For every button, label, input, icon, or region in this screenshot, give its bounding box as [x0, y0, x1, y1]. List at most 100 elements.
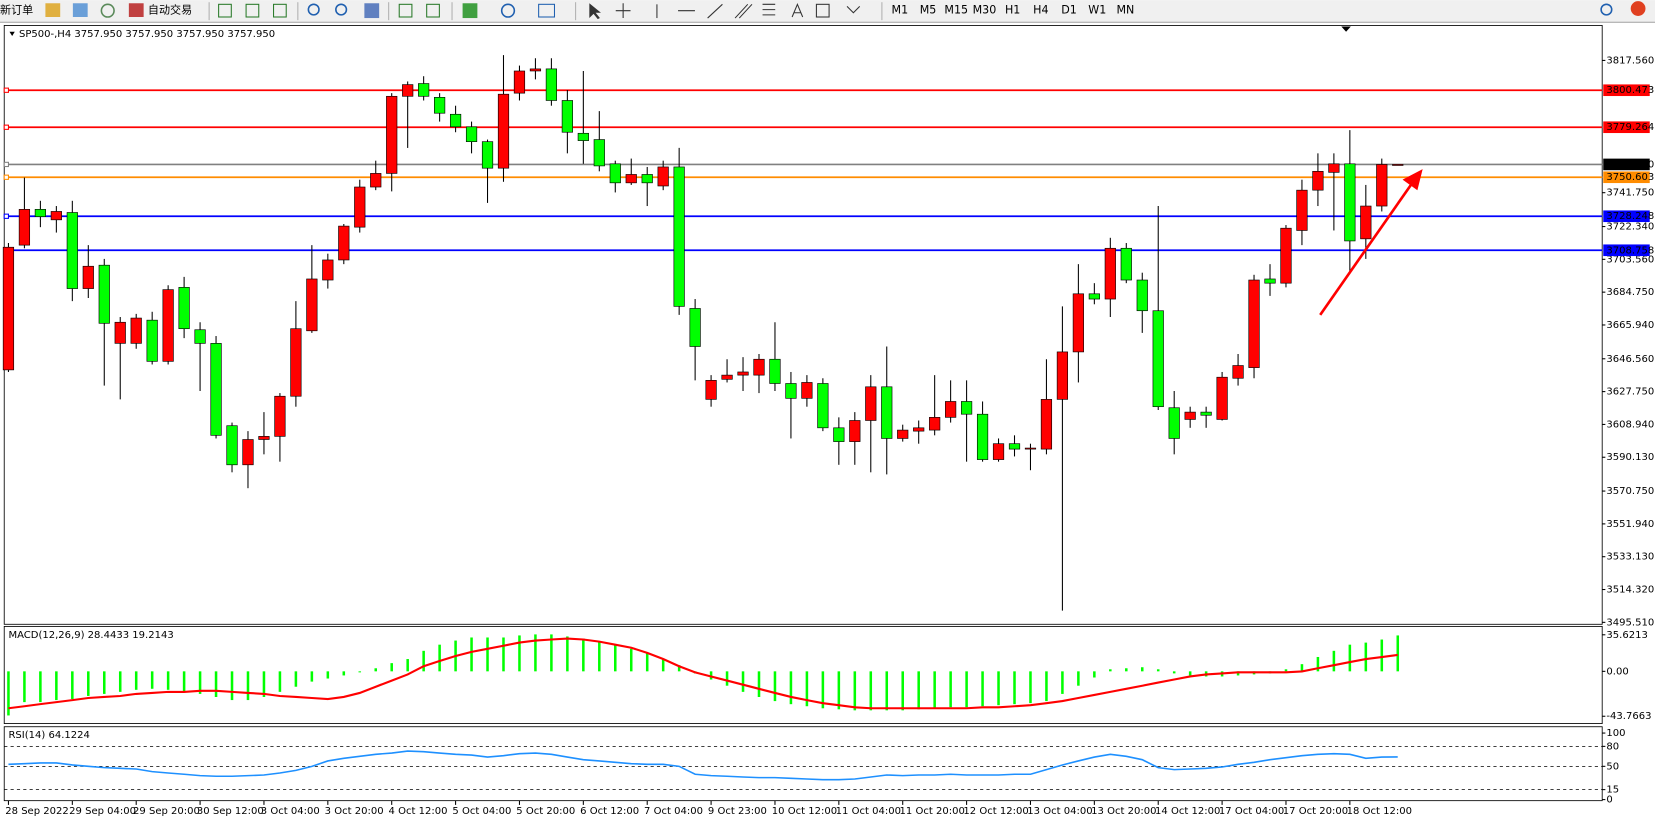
cursor-tool[interactable]	[589, 3, 601, 20]
timeframe-button[interactable]: H4	[1033, 4, 1048, 17]
x-tick-label: 3 Oct 04:00	[261, 806, 320, 817]
icon[interactable]	[100, 3, 115, 18]
candle-body	[625, 174, 637, 184]
icon[interactable]	[500, 3, 516, 18]
zoom-in[interactable]	[307, 3, 320, 16]
timeframe-button[interactable]: M15	[944, 4, 968, 17]
macd-signal-line	[8, 637, 1398, 710]
candle-body	[34, 209, 46, 218]
icon[interactable]	[462, 3, 478, 19]
candle-body	[577, 132, 589, 141]
y-tick-label: 15	[1606, 785, 1619, 796]
x-tick-label: 7 Oct 04:00	[644, 806, 703, 817]
candle-body	[673, 166, 685, 307]
candle-body	[1312, 171, 1324, 191]
timeframe-button[interactable]: D1	[1061, 4, 1077, 17]
icon[interactable]	[273, 3, 287, 18]
candle-body	[561, 100, 573, 133]
candle-body	[2, 246, 15, 371]
timeframe-button[interactable]: H1	[1005, 4, 1020, 17]
arrow-tool[interactable]	[846, 6, 861, 14]
icon[interactable]	[45, 3, 61, 17]
icon[interactable]	[398, 3, 413, 18]
level-handle	[3, 213, 9, 219]
toolbar: 新订单 自动交易 M1 M5 M15 M30 H1 H4 D1 W1 MN	[0, 0, 1655, 23]
icon[interactable]	[245, 3, 260, 18]
channel-tool[interactable]	[734, 3, 753, 19]
x-tick-label: 29 Sep 04:00	[69, 806, 136, 817]
x-tick-label: 11 Oct 20:00	[900, 806, 965, 817]
timeframe-button[interactable]: W1	[1088, 4, 1106, 17]
level-handle	[3, 174, 9, 180]
y-tick-label: 0	[1606, 795, 1612, 806]
icon[interactable]	[538, 3, 556, 18]
annotation-arrow	[1319, 181, 1415, 316]
candle-body	[258, 436, 270, 440]
annotation-arrow-head	[1402, 169, 1423, 191]
fibo-tool[interactable]	[762, 3, 776, 16]
new-order-button[interactable]: 新订单	[0, 3, 33, 17]
candle-body	[226, 425, 238, 466]
candle-body	[960, 401, 973, 415]
timeframe-button[interactable]: MN	[1117, 4, 1135, 17]
candle-body	[753, 358, 765, 376]
candle-body	[386, 95, 398, 174]
plot: SP500-,H4 3757.950 3757.950 3757.950 375…	[2, 29, 1654, 817]
notifications[interactable]	[1630, 1, 1646, 16]
crosshair-tool[interactable]	[615, 3, 631, 19]
x-tick-label: 28 Sep 2022	[5, 806, 68, 817]
candle-body	[1184, 411, 1196, 420]
rsi-pane	[3, 726, 1603, 802]
icon[interactable]	[72, 3, 88, 17]
candle-body	[657, 166, 669, 187]
y-tick-label: 3665.940	[1606, 320, 1654, 331]
candle-body	[449, 113, 462, 128]
trendline-tool[interactable]	[707, 3, 723, 19]
toolbar-bg	[0, 0, 1655, 23]
x-tick-label: 6 Oct 12:00	[580, 806, 639, 817]
candle-body	[481, 141, 494, 169]
icon[interactable]	[218, 3, 232, 18]
candle-body	[817, 383, 829, 429]
candle-body	[1040, 399, 1053, 450]
shift-marker	[1341, 26, 1351, 32]
candle-body	[833, 427, 845, 442]
candle-body	[1024, 447, 1037, 450]
candle-body	[945, 401, 957, 418]
y-tick-label: 3684.750	[1606, 287, 1654, 298]
icon[interactable]	[364, 3, 380, 19]
icon[interactable]	[426, 3, 440, 18]
auto-trading-icon[interactable]	[128, 3, 144, 17]
candle-body	[497, 93, 510, 169]
candle-body	[1280, 227, 1292, 284]
y-tick-label: 3514.320	[1606, 585, 1654, 596]
y-tick-label: 3551.940	[1606, 519, 1654, 530]
x-tick-label: 29 Sep 20:00	[133, 806, 200, 817]
search[interactable]	[1600, 3, 1613, 16]
timeframe-button[interactable]: M5	[920, 4, 937, 17]
timeframe-button[interactable]: M1	[892, 4, 909, 17]
candle-body	[210, 343, 222, 436]
title-icon	[9, 31, 15, 37]
macd-pane	[3, 625, 1603, 724]
y-tick-label: 3627.750	[1606, 387, 1654, 398]
candle-body	[1136, 279, 1148, 312]
level-label: 3750.603	[1606, 172, 1654, 183]
rsi-line	[8, 750, 1398, 781]
zoom-out[interactable]	[335, 3, 348, 16]
candle-body	[290, 328, 302, 397]
label-tool[interactable]	[815, 3, 830, 18]
candle-body	[146, 319, 158, 362]
timeframe-button[interactable]: M30	[973, 4, 997, 17]
x-tick-label: 11 Oct 04:00	[836, 806, 901, 817]
y-tick-label: 35.6213	[1606, 630, 1647, 641]
text-tool[interactable]	[791, 2, 804, 18]
candle-body	[737, 371, 749, 376]
pane-title: RSI(14) 64.1224	[8, 730, 89, 741]
y-tick-label: 3741.750	[1606, 188, 1654, 199]
candle-body	[545, 68, 557, 101]
candle-body	[370, 173, 382, 188]
auto-trading-button[interactable]: 自动交易	[148, 3, 192, 17]
candle-body	[801, 382, 813, 399]
